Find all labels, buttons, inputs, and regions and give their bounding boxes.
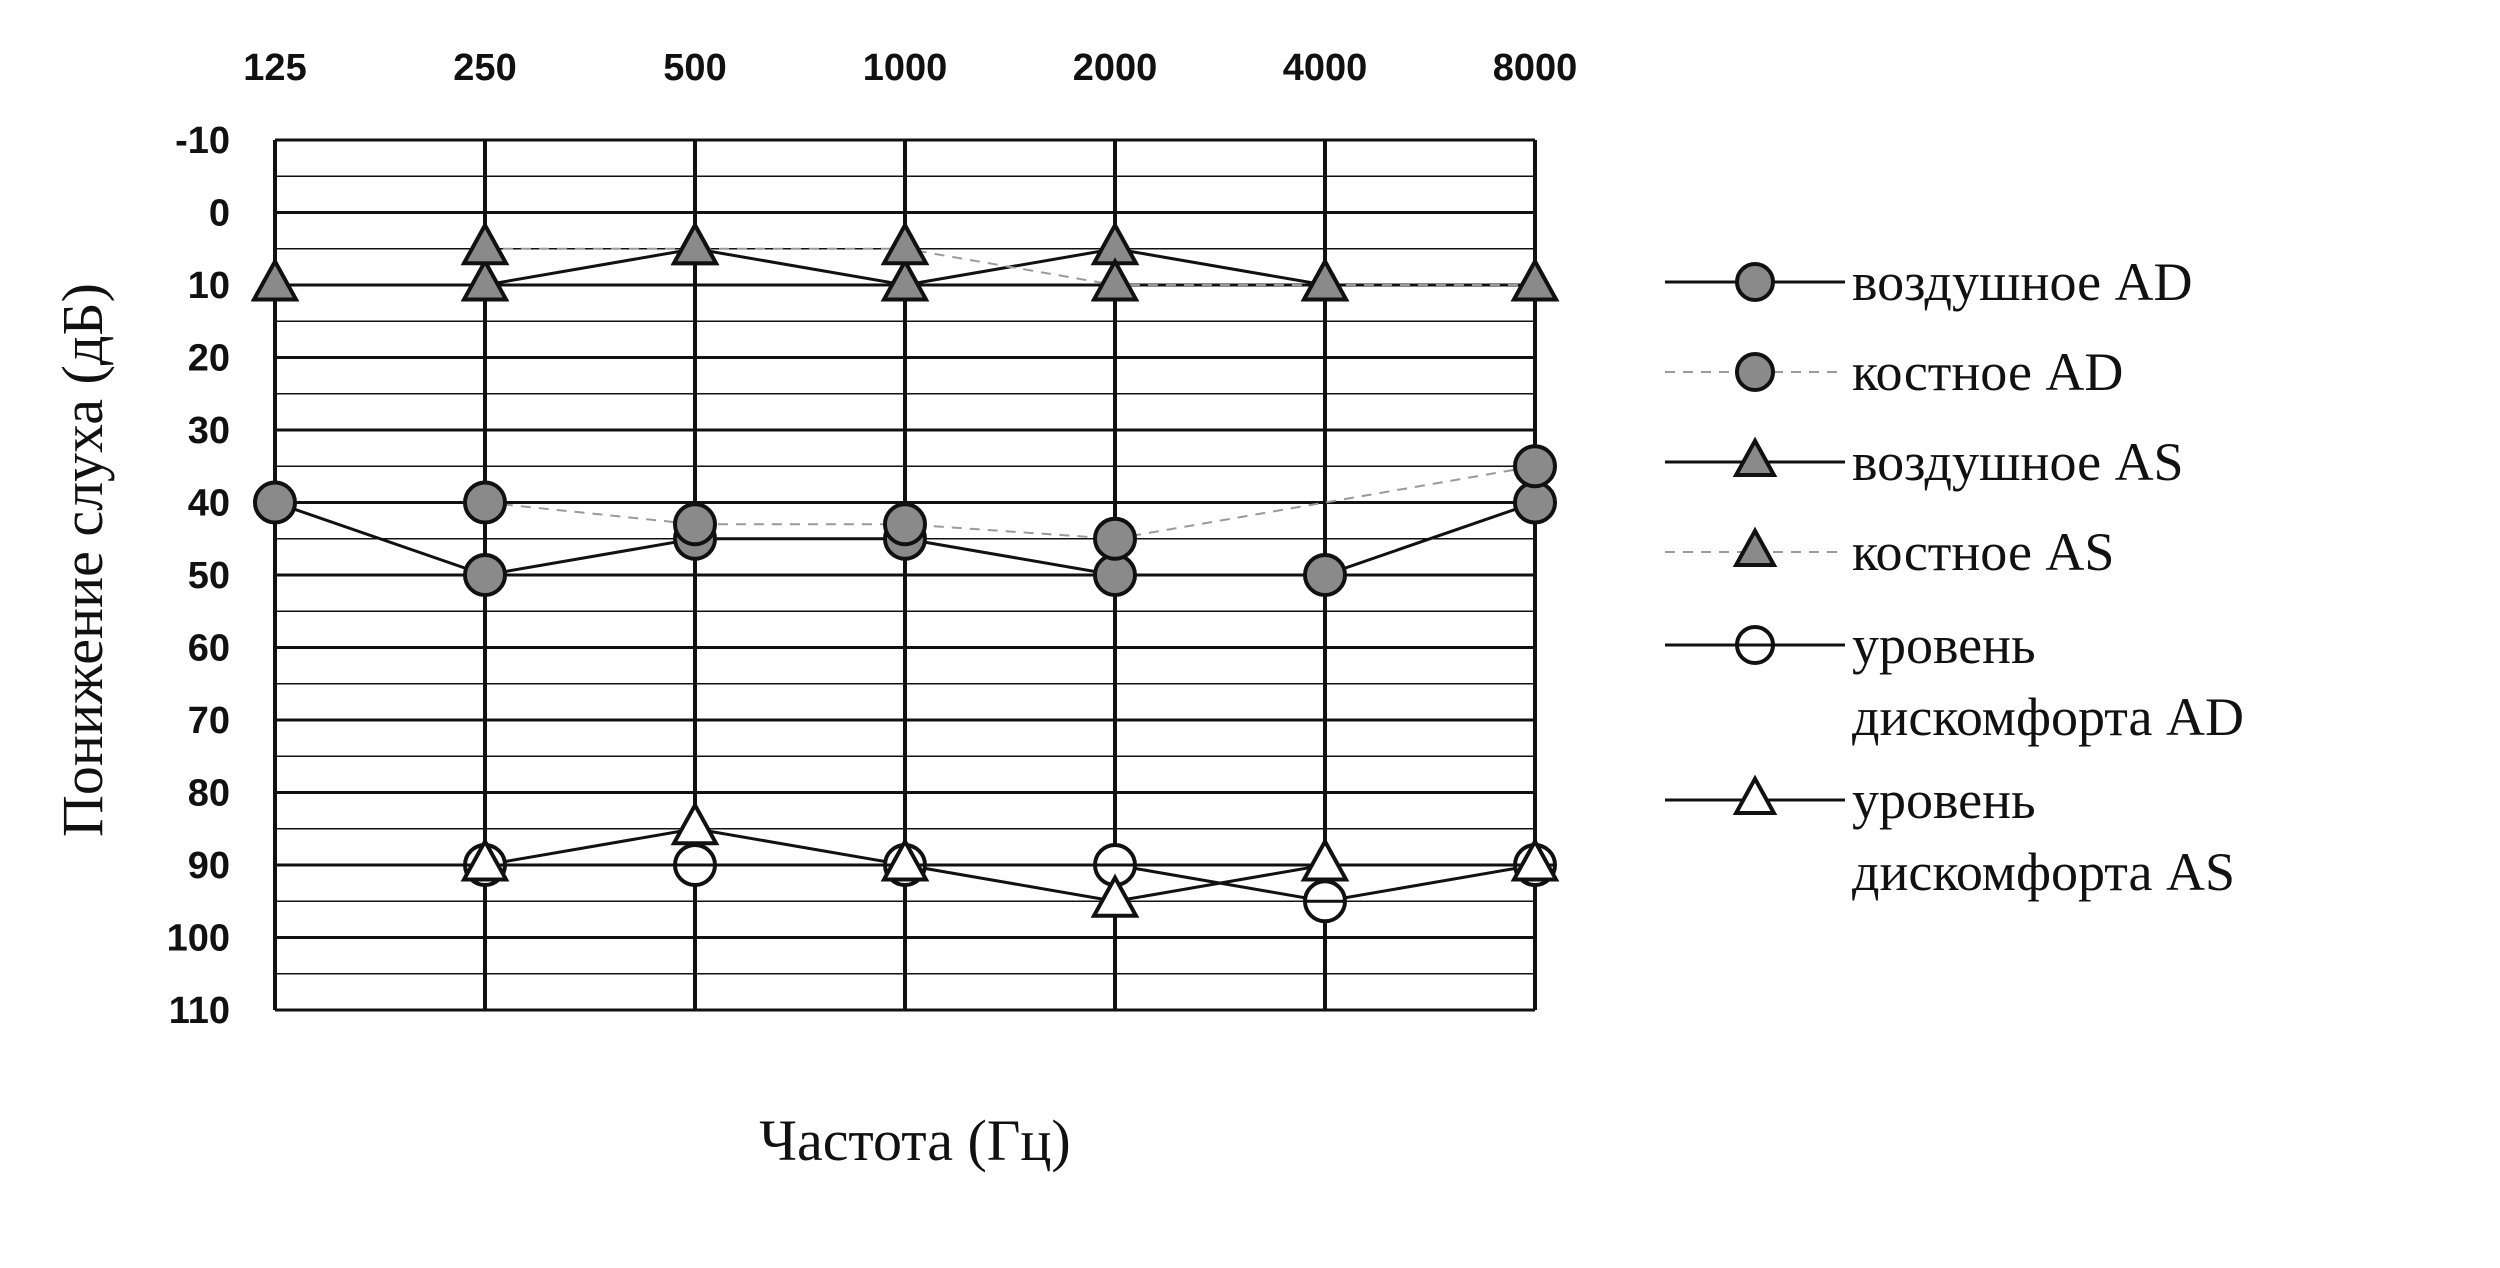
y-tick-labels: -10 0 10 20 30 40 50 60 70 80 90 100 110 — [167, 120, 230, 1032]
y-tick-label: 90 — [188, 845, 230, 887]
y-tick-label: 80 — [188, 773, 230, 815]
filled-triangle-marker — [880, 221, 930, 266]
filled-circle-marker — [1735, 352, 1775, 392]
x-tick-label: 4000 — [1283, 47, 1368, 89]
filled-triangle-marker — [460, 257, 510, 302]
x-tick-label: 125 — [243, 47, 306, 89]
filled-circle-marker — [1093, 553, 1137, 597]
y-tick-label: 60 — [188, 628, 230, 670]
legend-item: воздушное AS — [1665, 432, 2184, 492]
x-tick-label: 1000 — [863, 47, 948, 89]
y-tick-label: 50 — [188, 555, 230, 597]
series-line-4 — [485, 863, 1536, 903]
open-triangle-marker — [1090, 873, 1140, 918]
filled-circle-marker — [673, 502, 717, 547]
legend-label: воздушное AD — [1852, 252, 2193, 312]
y-tick-label: 110 — [169, 990, 230, 1032]
legend-label: уровень — [1852, 770, 2036, 830]
open-triangle-marker — [670, 801, 720, 846]
filled-circle-marker — [253, 480, 297, 525]
y-tick-label: 10 — [188, 265, 230, 307]
legend-item: уровень дискомфорта AD — [1665, 615, 2244, 747]
open-circle-marker — [1303, 879, 1347, 924]
series-line-3 — [485, 247, 1535, 286]
x-tick-label: 250 — [453, 47, 516, 89]
y-tick-label: 0 — [209, 193, 230, 235]
open-triangle-marker — [460, 837, 510, 882]
legend-item: уровень дискомфорта AS — [1665, 770, 2235, 902]
legend-label: воздушное AS — [1852, 432, 2184, 492]
legend-label: костное AD — [1852, 342, 2123, 402]
filled-circle-marker — [1513, 480, 1557, 525]
legend-label: уровень — [1852, 615, 2036, 675]
x-tick-label: 2000 — [1073, 47, 1158, 89]
y-tick-label: 40 — [188, 483, 230, 525]
x-tick-label: 500 — [663, 47, 726, 89]
legend-item: костное AS — [1665, 522, 2114, 582]
y-tick-label: 70 — [188, 700, 230, 742]
legend-label: дискомфорта AD — [1852, 687, 2244, 747]
open-triangle-marker — [880, 837, 930, 882]
open-circle-marker — [673, 843, 717, 887]
legend-label: костное AS — [1852, 522, 2114, 582]
legend-item: воздушное AD — [1665, 252, 2193, 312]
filled-circle-marker — [463, 553, 507, 597]
y-axis-title: Понижение слуха (дБ) — [50, 283, 115, 837]
legend-label: дискомфорта AS — [1852, 842, 2235, 902]
filled-triangle-marker — [250, 257, 300, 302]
filled-triangle-marker — [1732, 526, 1778, 567]
filled-circle-marker — [1303, 553, 1347, 597]
x-tick-labels: 125 250 500 1000 2000 4000 8000 — [243, 47, 1577, 89]
filled-triangle-marker — [670, 221, 720, 266]
y-tick-label: 100 — [167, 918, 230, 960]
x-axis-title: Частота (Гц) — [759, 1108, 1071, 1173]
filled-triangle-marker — [1300, 257, 1350, 302]
y-tick-label: -10 — [175, 120, 230, 162]
open-triangle-marker — [1732, 774, 1778, 815]
filled-circle-marker — [463, 480, 507, 525]
filled-triangle-marker — [1090, 257, 1140, 302]
filled-triangle-marker — [1732, 436, 1778, 477]
open-circle-marker — [1735, 625, 1775, 665]
filled-triangle-marker — [1510, 257, 1560, 302]
filled-circle-marker — [1093, 516, 1137, 561]
series-markers — [250, 221, 1560, 924]
legend: воздушное AD костное AD воздушное AS костно… — [1665, 252, 2244, 902]
open-triangle-marker — [1510, 837, 1560, 882]
filled-circle-marker — [883, 502, 927, 547]
filled-circle-marker — [1513, 444, 1557, 489]
open-triangle-marker — [1300, 837, 1350, 882]
filled-circle-marker — [1735, 262, 1775, 302]
y-tick-label: 30 — [188, 410, 230, 452]
series-line-5 — [484, 827, 1535, 903]
legend-item: костное AD — [1665, 342, 2123, 402]
filled-triangle-marker — [880, 257, 930, 302]
y-tick-label: 20 — [188, 338, 230, 380]
filled-triangle-marker — [460, 221, 510, 266]
x-tick-label: 8000 — [1493, 47, 1578, 89]
